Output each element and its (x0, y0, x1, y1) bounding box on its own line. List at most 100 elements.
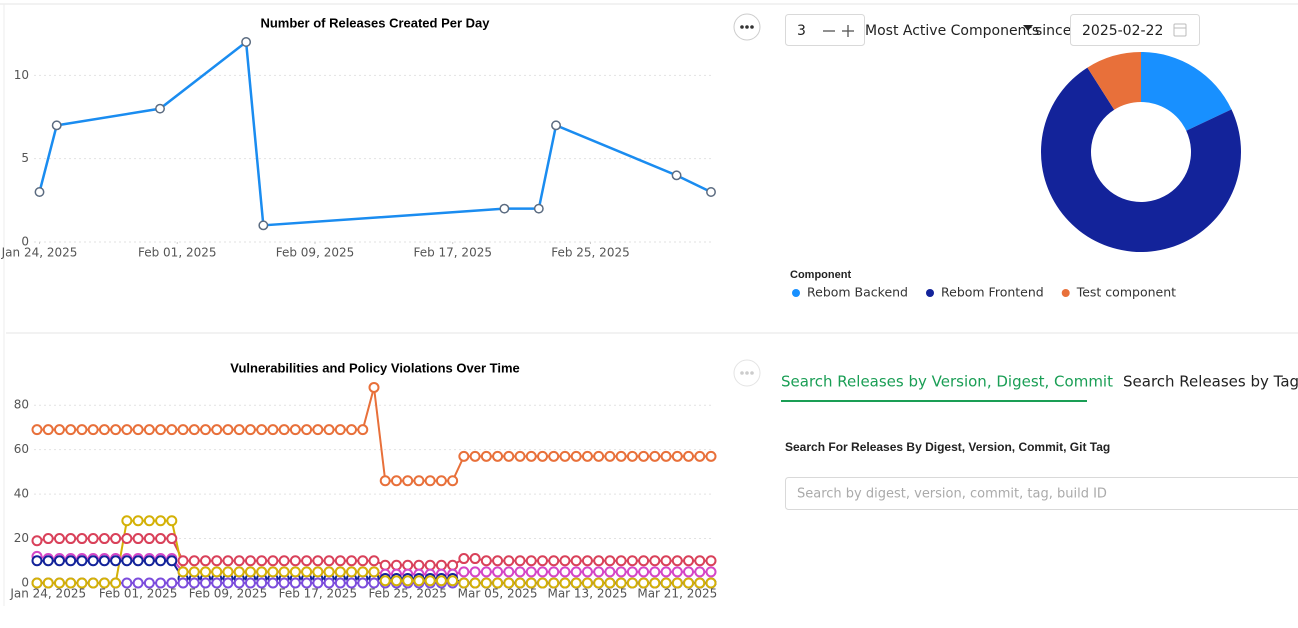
more-button[interactable] (733, 359, 761, 387)
data-point (323, 555, 335, 567)
data-point (537, 555, 548, 567)
data-point (346, 566, 358, 578)
data-point (492, 566, 504, 578)
data-point (177, 555, 189, 567)
data-point (334, 566, 346, 578)
x-tick-label: Feb 17, 2025 (279, 587, 358, 601)
data-point (267, 577, 279, 589)
data-point (503, 450, 515, 462)
data-point (312, 577, 324, 589)
data-point (683, 566, 695, 578)
legend-marker (926, 289, 934, 297)
data-point (671, 577, 683, 589)
data-point (615, 555, 627, 567)
data-point (368, 577, 380, 589)
data-point (42, 577, 54, 589)
data-point (258, 220, 269, 231)
data-point (155, 103, 165, 114)
data-point (256, 424, 268, 436)
data-point (390, 559, 402, 571)
data-point (312, 566, 324, 578)
data-point (435, 575, 447, 587)
data-point (368, 381, 380, 393)
data-point (537, 450, 548, 462)
pie-slice (1041, 67, 1241, 253)
data-point (222, 424, 234, 436)
data-point (593, 555, 605, 567)
data-point (31, 424, 43, 436)
data-point (110, 577, 122, 589)
data-point (480, 450, 492, 462)
search-placeholder: Search by digest, version, commit, tag, … (797, 487, 1107, 502)
data-point (155, 555, 167, 567)
data-point (581, 555, 593, 567)
data-point (379, 575, 391, 587)
data-point (42, 555, 54, 567)
data-point (31, 555, 43, 567)
tab[interactable]: Search Releases by Version, Digest, Comm… (781, 373, 1113, 391)
count-input[interactable]: 3 (785, 14, 865, 46)
data-point (357, 566, 369, 578)
data-point (121, 533, 133, 545)
data-point (390, 475, 402, 487)
data-point (694, 450, 706, 462)
data-point (413, 575, 425, 587)
data-point (458, 450, 470, 462)
data-point (357, 555, 369, 567)
data-point (424, 575, 436, 587)
chart-title: Number of Releases Created Per Day (260, 15, 490, 30)
data-point (155, 577, 167, 589)
x-tick-label: Feb 25, 2025 (368, 587, 447, 601)
data-point (233, 424, 245, 436)
data-point (671, 566, 683, 578)
data-point (278, 566, 290, 578)
more-button[interactable] (733, 13, 761, 41)
data-point (533, 203, 544, 214)
data-point (514, 577, 526, 589)
data-point (694, 555, 706, 567)
data-point (626, 555, 638, 567)
data-point (671, 450, 683, 462)
data-point (402, 475, 414, 487)
data-point (177, 566, 189, 578)
search-input[interactable]: Search by digest, version, commit, tag, … (785, 477, 1298, 510)
data-point (480, 577, 492, 589)
data-point (649, 555, 661, 567)
data-point (177, 577, 189, 589)
data-point (132, 533, 144, 545)
data-point (323, 577, 335, 589)
legend-marker (792, 289, 800, 297)
data-point (166, 577, 178, 589)
metric-dropdown[interactable]: Most Active Components (865, 23, 1039, 39)
tab[interactable]: Search Releases by Tags (1123, 373, 1298, 391)
y-tick-label: 80 (14, 398, 29, 412)
legend-label: Test component (1076, 285, 1176, 300)
x-tick-label: Feb 01, 2025 (99, 587, 178, 601)
data-point (570, 577, 582, 589)
data-point (166, 533, 178, 545)
data-point (334, 424, 346, 436)
search-heading: Search For Releases By Digest, Version, … (785, 440, 1110, 454)
data-point (525, 450, 537, 462)
data-point (604, 450, 616, 462)
data-point (424, 559, 436, 571)
data-point (155, 533, 167, 545)
data-point (424, 475, 436, 487)
data-point (143, 424, 155, 436)
data-point (435, 559, 447, 571)
data-point (683, 555, 695, 567)
data-point (492, 577, 504, 589)
data-point (98, 577, 110, 589)
data-point (503, 577, 515, 589)
data-point (200, 577, 211, 589)
data-point (649, 577, 661, 589)
data-point (65, 533, 77, 545)
data-point (121, 555, 133, 567)
data-point (413, 475, 425, 487)
data-point (244, 577, 256, 589)
data-point (660, 566, 672, 578)
data-point (110, 424, 122, 436)
chart-title: Vulnerabilities and Policy Violations Ov… (230, 360, 519, 375)
date-input[interactable]: 2025-02-22 (1070, 14, 1200, 46)
count-value: 3 (797, 23, 806, 39)
